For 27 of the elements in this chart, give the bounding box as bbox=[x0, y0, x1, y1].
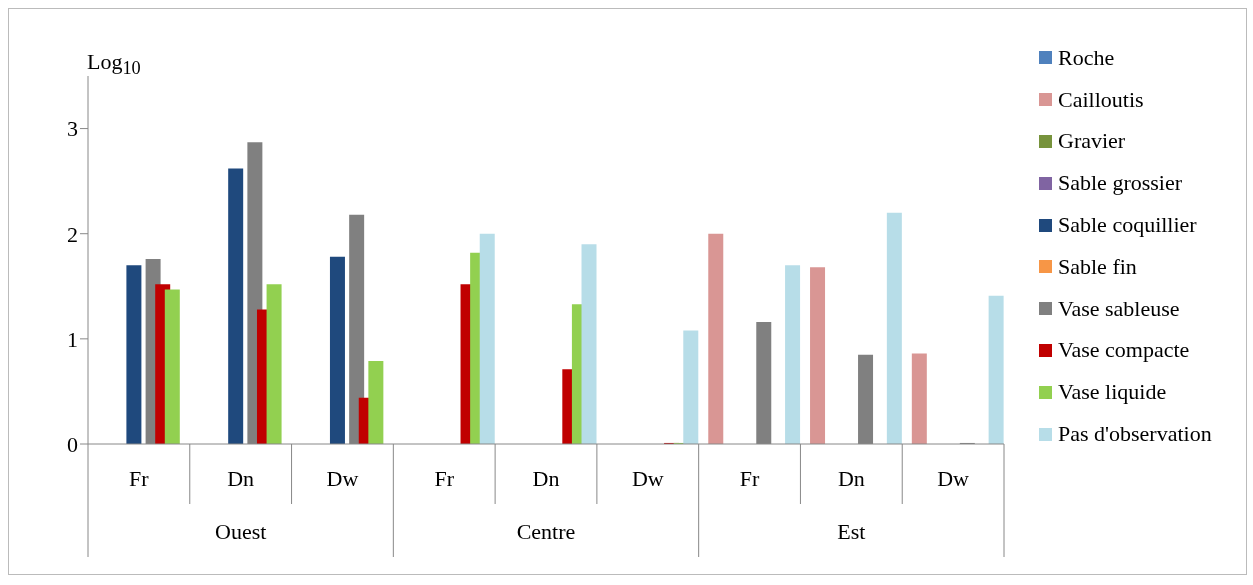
x-tick-label: Dw bbox=[937, 466, 970, 491]
legend-label: Pas d'observation bbox=[1058, 421, 1212, 448]
y-axis-title: Log$_{10}$ bbox=[87, 49, 141, 81]
x-tick-label: Dw bbox=[631, 466, 664, 491]
y-tick-label: 0 bbox=[67, 431, 78, 457]
legend-label: Gravier bbox=[1058, 128, 1126, 155]
x-tick-label: Dn bbox=[532, 466, 560, 491]
x-tick-label: Dw bbox=[326, 466, 359, 491]
legend-label: Roche bbox=[1058, 44, 1115, 71]
legend-label: Sable fin bbox=[1058, 253, 1137, 280]
legend-label: Vase liquide bbox=[1058, 379, 1167, 406]
x-tick-label: Fr bbox=[129, 466, 150, 491]
x-tick-label: Fr bbox=[739, 466, 761, 491]
y-tick-label: 1 bbox=[67, 326, 78, 352]
x-tick-label: Dn bbox=[227, 466, 255, 491]
x-tick-label: Fr bbox=[434, 466, 455, 491]
legend-label: Sable coquillier bbox=[1058, 212, 1197, 239]
text: Est bbox=[837, 519, 866, 544]
legend-label: Vase sableuse bbox=[1058, 295, 1180, 322]
y-tick-label: 2 bbox=[67, 221, 78, 247]
y-tick-label: 3 bbox=[67, 116, 78, 142]
text: Centre bbox=[516, 519, 576, 544]
text: Ouest bbox=[215, 519, 267, 544]
legend-label: Vase compacte bbox=[1058, 337, 1190, 364]
x-tick-label: Dn bbox=[837, 466, 865, 491]
legend-label: Cailloutis bbox=[1058, 86, 1144, 113]
legend-label: Sable grossier bbox=[1058, 170, 1183, 197]
